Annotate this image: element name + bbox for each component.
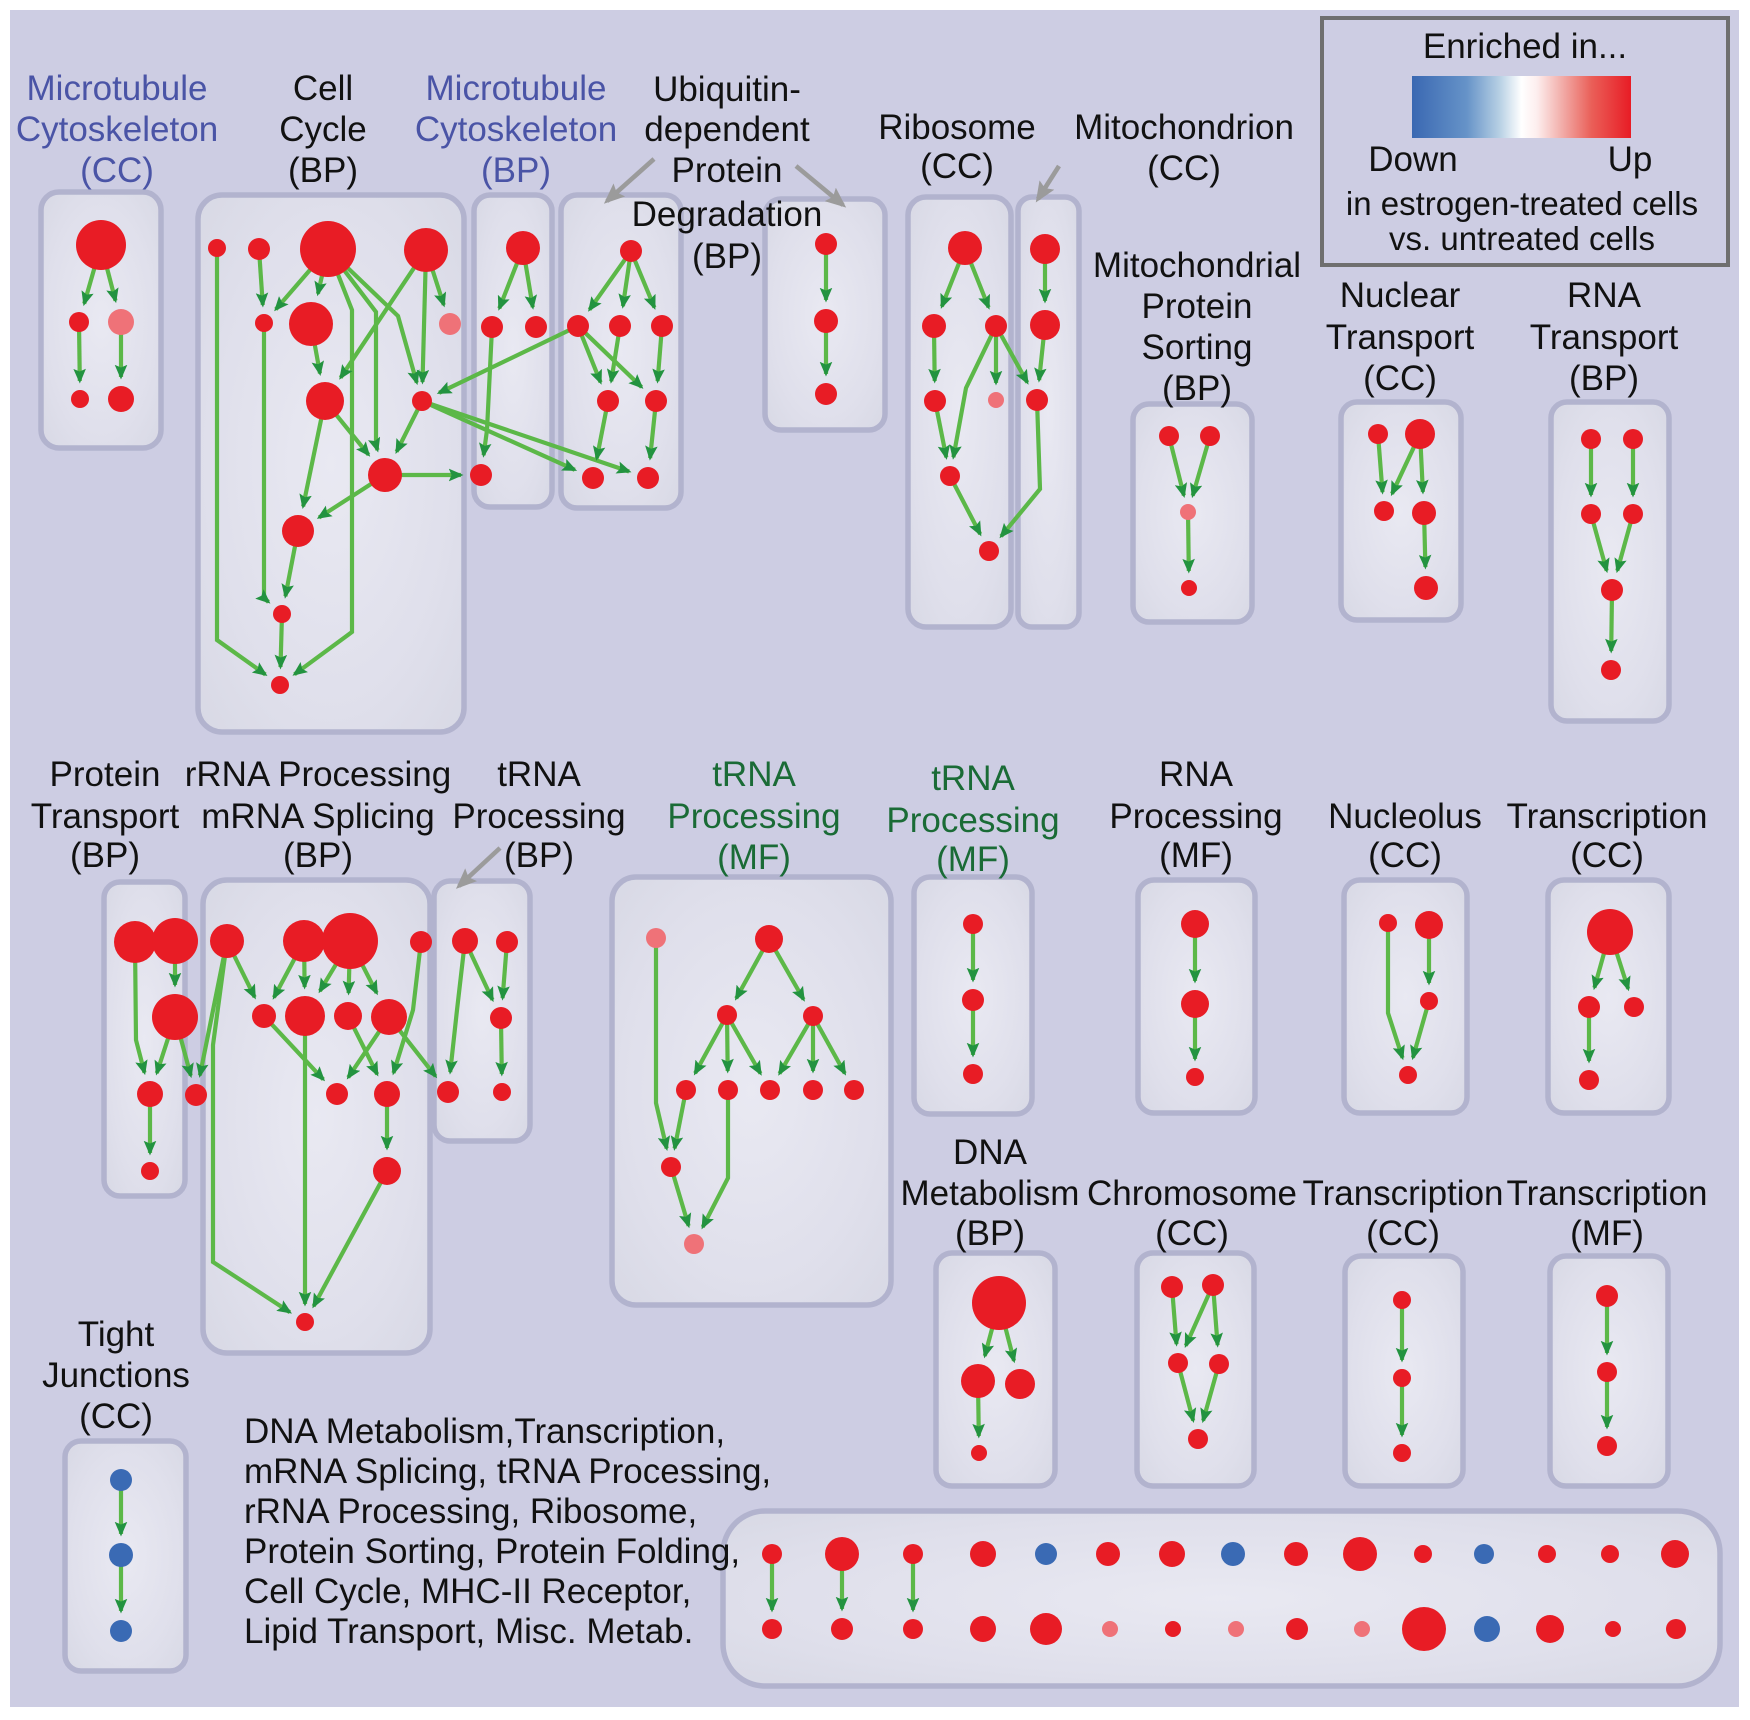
- svg-text:Transport: Transport: [1530, 318, 1679, 357]
- svg-text:Down: Down: [1368, 140, 1457, 179]
- svg-text:Protein: Protein: [50, 755, 161, 794]
- svg-text:Up: Up: [1608, 140, 1653, 179]
- svg-text:Microtubule: Microtubule: [426, 69, 607, 108]
- svg-text:Nuclear: Nuclear: [1340, 276, 1461, 315]
- svg-text:Processing: Processing: [667, 797, 840, 836]
- svg-text:(BP): (BP): [692, 237, 762, 276]
- svg-text:mRNA Splicing, tRNA Processing: mRNA Splicing, tRNA Processing,: [244, 1452, 771, 1491]
- svg-text:Junctions: Junctions: [42, 1356, 190, 1395]
- svg-text:mRNA Splicing: mRNA Splicing: [201, 797, 434, 836]
- svg-text:(CC): (CC): [1155, 1214, 1229, 1253]
- svg-text:rRNA Processing, Ribosome,: rRNA Processing, Ribosome,: [244, 1492, 697, 1531]
- svg-text:Transport: Transport: [1326, 318, 1475, 357]
- svg-text:(CC): (CC): [1363, 359, 1437, 398]
- svg-text:Sorting: Sorting: [1142, 328, 1253, 367]
- svg-text:Enriched in...: Enriched in...: [1423, 27, 1627, 66]
- svg-text:RNA: RNA: [1567, 276, 1642, 315]
- svg-text:tRNA: tRNA: [497, 755, 581, 794]
- svg-text:(CC): (CC): [1570, 836, 1644, 875]
- svg-text:Lipid Transport, Misc. Metab.: Lipid Transport, Misc. Metab.: [244, 1612, 693, 1651]
- svg-text:Ubiquitin-: Ubiquitin-: [653, 70, 801, 109]
- svg-text:(CC): (CC): [1368, 836, 1442, 875]
- svg-text:(MF): (MF): [1159, 836, 1233, 875]
- svg-text:(MF): (MF): [1570, 1214, 1644, 1253]
- svg-text:(BP): (BP): [283, 836, 353, 875]
- svg-text:(MF): (MF): [936, 840, 1010, 879]
- svg-text:Chromosome: Chromosome: [1087, 1174, 1297, 1213]
- svg-text:Transport: Transport: [31, 797, 180, 836]
- svg-text:Ribosome: Ribosome: [878, 108, 1036, 147]
- svg-text:DNA Metabolism,Transcription,: DNA Metabolism,Transcription,: [244, 1412, 725, 1451]
- svg-text:tRNA: tRNA: [712, 755, 796, 794]
- svg-text:Nucleolus: Nucleolus: [1328, 797, 1482, 836]
- svg-text:Protein Sorting, Protein Foldi: Protein Sorting, Protein Folding,: [244, 1532, 740, 1571]
- svg-text:(BP): (BP): [955, 1214, 1025, 1253]
- svg-text:Processing: Processing: [886, 801, 1059, 840]
- svg-text:RNA: RNA: [1159, 755, 1234, 794]
- svg-text:DNA: DNA: [953, 1133, 1028, 1172]
- svg-text:(MF): (MF): [717, 838, 791, 877]
- svg-text:(CC): (CC): [1147, 149, 1221, 188]
- svg-text:Degradation: Degradation: [632, 195, 823, 234]
- svg-text:(CC): (CC): [79, 1397, 153, 1436]
- svg-text:Cycle: Cycle: [279, 110, 367, 149]
- svg-text:Transcription: Transcription: [1303, 1174, 1504, 1213]
- svg-text:Cytoskeleton: Cytoskeleton: [16, 110, 218, 149]
- svg-text:Cell Cycle, MHC-II Receptor,: Cell Cycle, MHC-II Receptor,: [244, 1572, 691, 1611]
- svg-text:Mitochondrion: Mitochondrion: [1074, 108, 1294, 147]
- svg-text:(BP): (BP): [1569, 359, 1639, 398]
- svg-text:rRNA Processing: rRNA Processing: [185, 755, 451, 794]
- svg-text:(CC): (CC): [1366, 1214, 1440, 1253]
- svg-text:Transcription: Transcription: [1507, 1174, 1708, 1213]
- svg-text:Transcription: Transcription: [1507, 797, 1708, 836]
- svg-text:Processing: Processing: [1109, 797, 1282, 836]
- svg-text:vs. untreated cells: vs. untreated cells: [1389, 220, 1655, 257]
- svg-text:(CC): (CC): [920, 147, 994, 186]
- svg-text:Metabolism: Metabolism: [901, 1174, 1080, 1213]
- svg-text:(BP): (BP): [504, 836, 574, 875]
- svg-text:in estrogen-treated cells: in estrogen-treated cells: [1346, 185, 1698, 222]
- svg-text:dependent: dependent: [644, 110, 810, 149]
- svg-text:Tight: Tight: [78, 1315, 155, 1354]
- svg-text:Cell: Cell: [293, 69, 353, 108]
- svg-text:tRNA: tRNA: [931, 759, 1015, 798]
- svg-text:(BP): (BP): [70, 836, 140, 875]
- svg-text:(BP): (BP): [481, 151, 551, 190]
- svg-text:Cytoskeleton: Cytoskeleton: [415, 110, 617, 149]
- svg-text:Processing: Processing: [452, 797, 625, 836]
- svg-text:(CC): (CC): [80, 151, 154, 190]
- svg-text:(BP): (BP): [1162, 369, 1232, 408]
- svg-text:Protein: Protein: [672, 151, 783, 190]
- svg-text:Microtubule: Microtubule: [27, 69, 208, 108]
- svg-text:Protein: Protein: [1142, 287, 1253, 326]
- svg-text:Mitochondrial: Mitochondrial: [1093, 246, 1301, 285]
- svg-text:(BP): (BP): [288, 151, 358, 190]
